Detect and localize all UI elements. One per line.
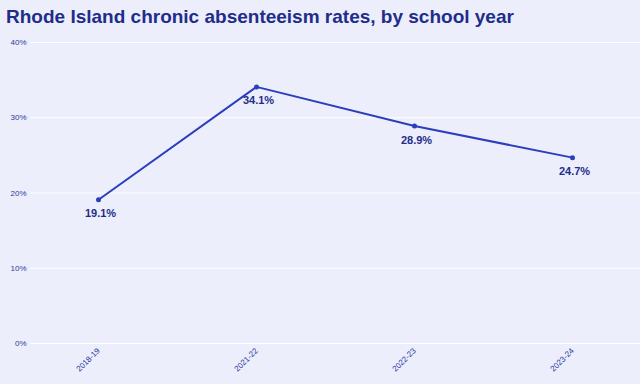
svg-text:2023-24: 2023-24 [549,346,577,374]
svg-text:2021-22: 2021-22 [233,346,261,374]
svg-text:10%: 10% [10,264,26,273]
html-text:Rhode Island chronic absenteei: Rhode Island chronic absenteeism rates, … [6,6,514,27]
svg-text:28.9%: 28.9% [401,134,432,146]
svg-text:40%: 40% [10,38,26,47]
svg-text:30%: 30% [10,113,26,122]
svg-text:34.1%: 34.1% [243,94,274,106]
svg-text:2022-23: 2022-23 [391,346,419,374]
svg-text:24.7%: 24.7% [559,165,590,177]
svg-text:19.1%: 19.1% [85,207,116,219]
svg-text:0%: 0% [15,339,27,348]
svg-text:2018-19: 2018-19 [75,346,103,374]
svg-text:20%: 20% [10,189,26,198]
